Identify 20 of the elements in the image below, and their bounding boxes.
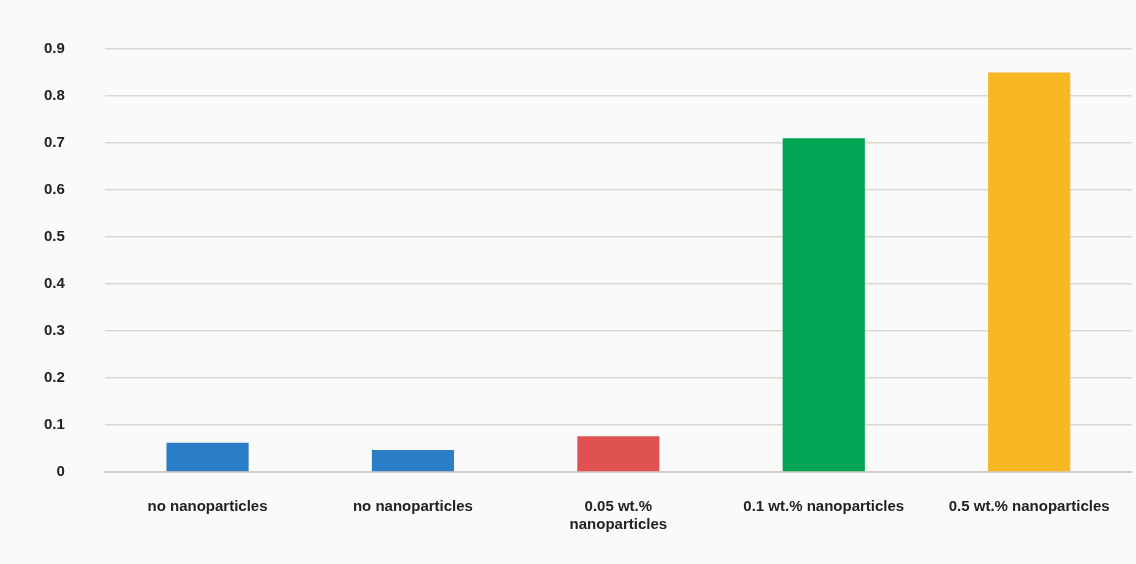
x-tick-label: no nanoparticles xyxy=(352,497,473,515)
y-tick-label: 0.6 xyxy=(43,180,65,198)
bar xyxy=(577,436,660,472)
bar xyxy=(988,72,1071,472)
x-tick-label: 0.1 wt.% nanoparticles xyxy=(743,497,905,515)
y-tick-label: 0.3 xyxy=(43,321,65,339)
y-tick-label: 0.4 xyxy=(43,274,66,292)
bar xyxy=(782,138,865,472)
y-tick-label: 0.7 xyxy=(43,133,65,151)
y-tick-label: 0.1 xyxy=(43,415,65,433)
y-tick-label: 0.8 xyxy=(43,86,65,104)
x-tick-label: no nanoparticles xyxy=(147,497,268,515)
y-tick-label: 0.2 xyxy=(43,368,65,386)
bar xyxy=(371,449,455,472)
bar xyxy=(166,442,249,472)
y-tick-label: 0.5 xyxy=(43,227,65,245)
y-tick-label: 0.9 xyxy=(43,39,65,57)
x-tick-label: 0.05 wt.% nanoparticles xyxy=(569,497,668,533)
y-tick-label: 0 xyxy=(56,462,65,480)
x-tick-label: 0.5 wt.% nanoparticles xyxy=(948,497,1110,515)
